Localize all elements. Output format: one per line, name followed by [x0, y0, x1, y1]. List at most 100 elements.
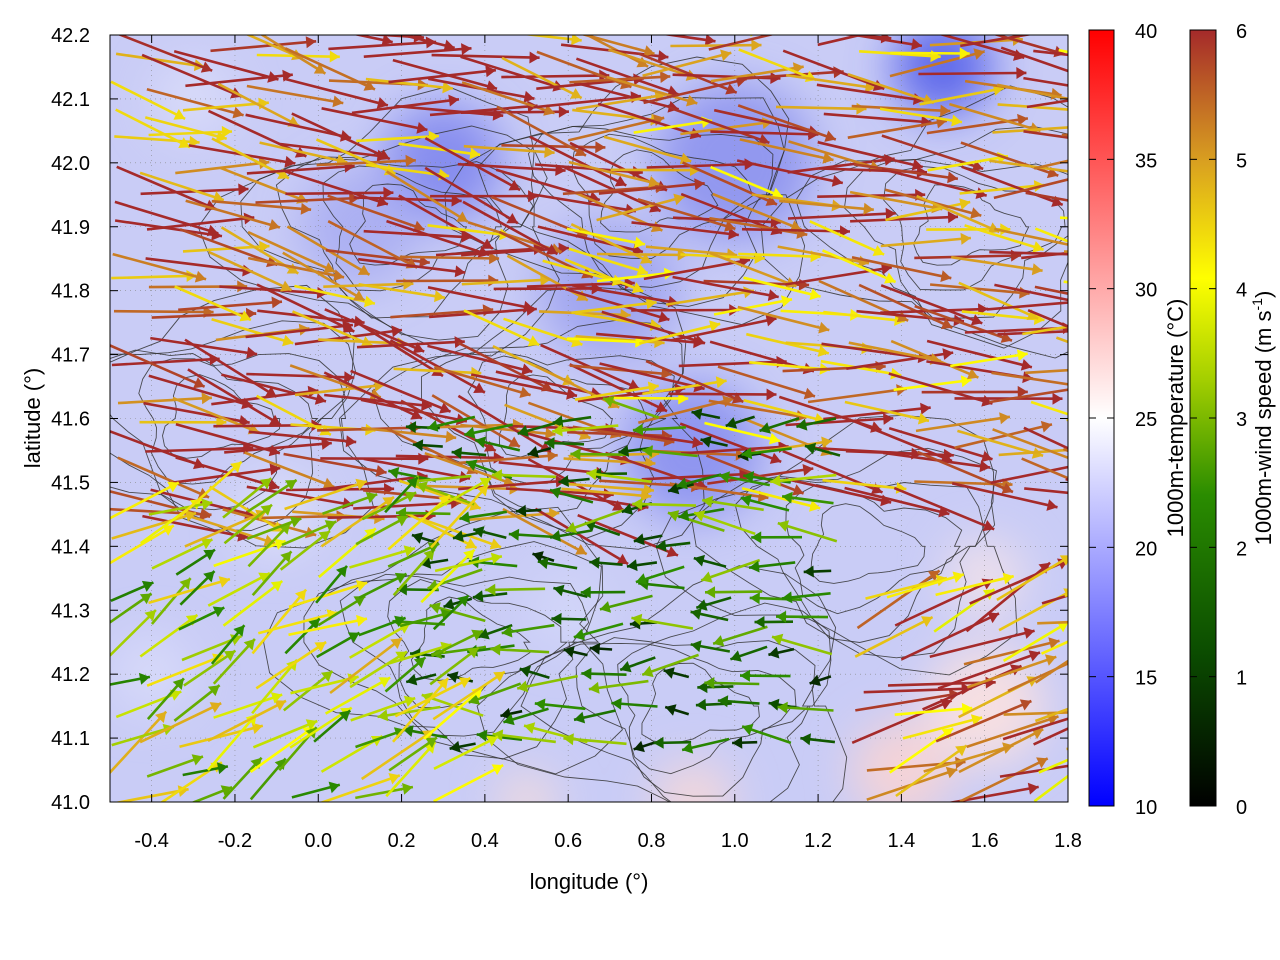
- y-tick-label: 41.4: [51, 536, 90, 558]
- wind-arrow-head: [611, 697, 622, 710]
- wind-arrow-head: [822, 152, 834, 164]
- wind-arrow: [708, 35, 775, 51]
- wind-arrow-head: [1116, 342, 1128, 353]
- wind-arrow: [144, 116, 228, 143]
- wind-arrow-shaft: [1024, 487, 1068, 495]
- wind-arrow-head: [459, 511, 470, 524]
- wind-arrow-head: [603, 488, 614, 501]
- wind-arrow-head: [574, 145, 586, 157]
- wind-arrow: [568, 247, 649, 276]
- wind-arrow: [754, 616, 794, 628]
- wind-arrow-head: [427, 420, 439, 432]
- wind-colorbar-label: 1000m-wind speed (m s-1): [1249, 291, 1276, 546]
- wind-arrow-shaft: [738, 48, 817, 82]
- wind-arrow-shaft: [501, 144, 606, 149]
- y-tick-label: 41.7: [51, 345, 90, 367]
- wind-arrow: [561, 165, 662, 213]
- wind-arrow: [532, 551, 555, 563]
- wind-arrow-head: [246, 346, 258, 359]
- wind-arrow-shaft: [529, 135, 627, 187]
- wind-arrow-head: [540, 274, 551, 287]
- wind-arrow-shaft: [927, 154, 1009, 172]
- wind-arrow-shaft: [713, 298, 793, 316]
- wind-arrow: [211, 199, 312, 215]
- wind-arrow: [432, 594, 470, 631]
- wind-arrow: [915, 412, 1011, 433]
- wind-arrow-head: [831, 175, 843, 187]
- wind-arrow-head: [285, 480, 297, 491]
- wind-arrow-shaft: [1023, 426, 1068, 450]
- wind-arrow-head: [402, 783, 413, 795]
- wind-arrow-head: [645, 297, 657, 310]
- wind-arrow-head: [693, 334, 706, 347]
- wind-arrow: [190, 785, 233, 802]
- wind-arrow-head: [1141, 585, 1153, 596]
- wind-arrow: [400, 509, 478, 550]
- wind-arrow: [1024, 487, 1068, 495]
- wind-arrow-shaft: [596, 195, 685, 222]
- wind-arrow-head: [566, 387, 577, 400]
- wind-arrow: [597, 102, 702, 140]
- wind-arrow-shaft: [457, 162, 566, 172]
- wind-arrow-head: [456, 211, 468, 222]
- wind-arrow-shaft: [1003, 711, 1068, 716]
- wind-arrow-shaft: [853, 163, 959, 181]
- wind-arrow: [316, 631, 361, 659]
- wind-arrow: [384, 476, 419, 514]
- wind-arrow-shaft: [1071, 622, 1171, 626]
- wind-arrow-shaft: [397, 35, 456, 50]
- wind-arrow-shaft: [291, 310, 373, 347]
- wind-arrow-head: [508, 436, 520, 447]
- wind-arrow-shaft: [563, 737, 627, 746]
- wind-arrow-shaft: [393, 367, 482, 375]
- wind-arrow-shaft: [997, 329, 1068, 336]
- wind-arrow: [1025, 191, 1068, 202]
- wind-arrow-head: [781, 591, 793, 604]
- terrain-contour: [655, 414, 1018, 676]
- wind-arrow-shaft: [886, 573, 965, 599]
- wind-arrow-head: [730, 650, 742, 662]
- wind-arrow: [434, 552, 503, 573]
- wind-arrow: [323, 371, 423, 420]
- wind-arrow-shaft: [208, 250, 293, 292]
- wind-arrow: [777, 701, 834, 714]
- wind-arrow-head: [406, 477, 418, 489]
- wind-arrow-shaft: [785, 73, 876, 90]
- wind-arrow-shaft: [463, 144, 555, 154]
- wind-arrow-head: [508, 528, 520, 541]
- wind-arrow: [361, 426, 457, 443]
- wind-arrow-shaft: [680, 253, 765, 260]
- wind-arrow: [1069, 402, 1177, 414]
- wind-arrow: [599, 362, 705, 393]
- wind-arrow-shaft: [110, 524, 175, 565]
- wind-arrow-head: [1028, 650, 1040, 662]
- wind-arrow-shaft: [173, 50, 279, 81]
- wind-arrow-head: [185, 614, 198, 626]
- wind-arrow-shaft: [259, 35, 327, 75]
- wind-arrow-shaft: [670, 43, 762, 48]
- wind-arrow-head: [1072, 121, 1082, 133]
- wind-arrow: [563, 733, 627, 746]
- wind-arrow: [349, 545, 416, 569]
- wind-arrow: [472, 526, 507, 540]
- wind-arrow-head: [413, 657, 426, 669]
- wind-arrow-shaft: [1038, 758, 1068, 774]
- wind-arrow-head: [678, 509, 690, 522]
- wind-arrow-shaft: [880, 284, 983, 325]
- wind-arrow-shaft: [918, 71, 1027, 76]
- wind-arrow-shaft: [1030, 400, 1068, 416]
- wind-arrow-shaft: [960, 141, 1059, 177]
- wind-arrow: [1034, 159, 1068, 170]
- wind-arrow-shaft: [1072, 316, 1163, 320]
- wind-arrow-head: [1130, 738, 1142, 749]
- wind-arrow: [682, 161, 778, 206]
- wind-arrow: [781, 491, 834, 505]
- wind-arrow-head: [216, 762, 228, 775]
- wind-arrow-shaft: [743, 399, 826, 423]
- wind-arrow: [1033, 774, 1068, 802]
- wind-arrow: [986, 301, 1068, 311]
- wind-arrow-head: [492, 729, 504, 742]
- wind-arrow-shaft: [1023, 130, 1068, 139]
- wind-arrow-shaft: [935, 699, 1032, 743]
